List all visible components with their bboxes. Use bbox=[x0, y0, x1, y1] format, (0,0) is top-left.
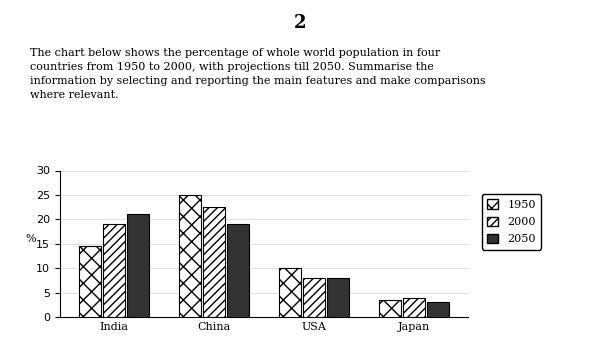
Bar bbox=[227, 224, 249, 317]
Text: The chart below shows the percentage of whole world population in four
countries: The chart below shows the percentage of … bbox=[30, 48, 486, 100]
Bar bbox=[203, 207, 225, 317]
Bar bbox=[427, 302, 449, 317]
Bar bbox=[327, 278, 349, 317]
Legend: 1950, 2000, 2050: 1950, 2000, 2050 bbox=[482, 194, 541, 250]
Bar bbox=[379, 300, 401, 317]
Bar bbox=[303, 278, 325, 317]
Bar bbox=[127, 214, 149, 317]
Bar bbox=[403, 298, 425, 317]
Y-axis label: % : % bbox=[26, 234, 40, 244]
Text: 2: 2 bbox=[294, 14, 306, 32]
Bar bbox=[79, 246, 101, 317]
Bar bbox=[279, 268, 301, 317]
Bar bbox=[179, 195, 201, 317]
Bar bbox=[103, 224, 125, 317]
